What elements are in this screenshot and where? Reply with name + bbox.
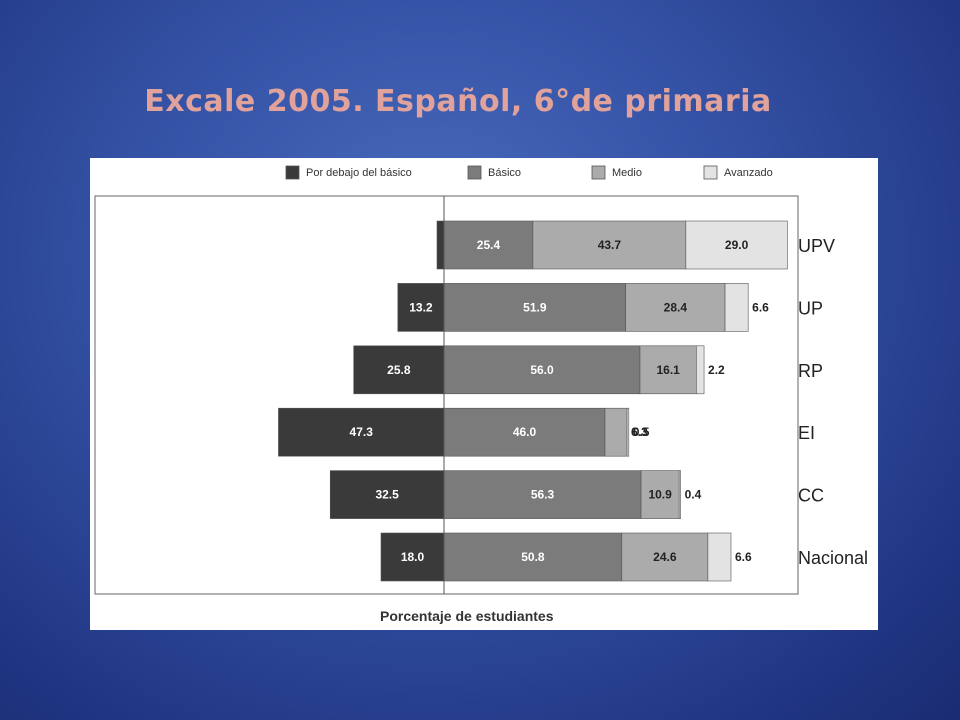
bar-por-debajo-del-basico-up [397,283,445,332]
bar-basico-upv [443,220,534,270]
bar-por-debajo-del-basico-upv [436,220,445,270]
value-label-por-debajo-del-basico-rp: 25.8 [387,363,411,377]
x-axis-title: Porcentaje de estudiantes [380,608,554,624]
value-label-por-debajo-del-basico-ei: 47.3 [350,425,374,439]
category-label-up: UP [798,298,823,318]
value-label-medio-nacional: 24.6 [653,550,677,564]
legend-label-avanzado: Avanzado [724,167,773,179]
bar-por-debajo-del-basico-nacional [380,532,445,582]
category-label-nacional: Nacional [798,548,868,568]
category-label-ei: EI [798,423,815,443]
legend-swatch-por-debajo-del-basico [285,165,300,180]
slide-title: Excale 2005. Español, 6°de primaria [144,84,772,119]
value-label-medio-ei: 6.3 [631,425,648,439]
value-label-avanzado-rp: 2.2 [708,363,725,377]
bar-medio-nacional [621,532,709,582]
value-label-medio-cc: 10.9 [648,488,672,502]
value-label-por-debajo-del-basico-nacional: 18.0 [401,550,425,564]
bar-avanzado-rp [696,345,705,395]
bar-basico-nacional [443,532,623,582]
legend-swatch-avanzado [703,165,718,180]
value-label-basico-cc: 56.3 [531,488,555,502]
bar-avanzado-cc [678,470,681,519]
bar-medio-up [625,283,726,332]
bar-medio-rp [639,345,697,395]
value-label-por-debajo-del-basico-cc: 32.5 [375,488,399,502]
category-label-cc: CC [798,486,824,506]
value-label-medio-up: 28.4 [664,300,688,314]
bar-por-debajo-del-basico-ei [278,407,445,457]
bar-avanzado-up [724,283,749,332]
chart-panel: Por debajo del básico Básico Medio Avanzado… [90,158,878,630]
bar-basico-ei [443,407,606,457]
legend-label-por-debajo-del-basico: Por debajo del básico [306,167,412,179]
legend: Por debajo del básico Básico Medio Avanzado [285,165,773,180]
bar-avanzado-ei [626,407,630,457]
bar-basico-cc [443,470,642,519]
value-label-basico-nacional: 50.8 [521,550,545,564]
bar-avanzado-nacional [707,532,732,582]
bar-por-debajo-del-basico-rp [353,345,445,395]
legend-label-basico: Básico [488,167,521,179]
legend-label-medio: Medio [612,167,642,179]
value-label-basico-upv: 25.4 [477,238,501,252]
value-label-avanzado-upv: 29.0 [725,238,749,252]
category-labels: UPV UP RP EI CC Nacional [798,236,868,568]
value-label-por-debajo-del-basico-upv: 2.0 [416,238,433,252]
value-label-avanzado-cc: 0.4 [685,488,702,502]
bar-medio-upv [532,220,687,270]
value-label-medio-upv: 43.7 [598,238,622,252]
value-label-avanzado-nacional: 6.6 [735,550,752,564]
legend-swatch-medio [591,165,606,180]
bars: 2.0 25.4 43.7 29.0 13.2 51.9 28.4 6.6 25.8 56.0 16… [278,220,788,582]
value-label-medio-rp: 16.1 [656,363,680,377]
bar-por-debajo-del-basico-cc [329,470,445,519]
category-label-upv: UPV [798,236,835,256]
bar-avanzado-upv [685,220,788,270]
bar-medio-cc [640,470,680,519]
value-label-basico-up: 51.9 [523,300,547,314]
category-label-rp: RP [798,361,823,381]
value-label-basico-ei: 46.0 [513,425,537,439]
bar-medio-ei [604,407,628,457]
value-label-avanzado-up: 6.6 [752,300,769,314]
bar-basico-rp [443,345,641,395]
stacked-bar-chart: Por debajo del básico Básico Medio Avanzado… [94,165,868,624]
value-label-basico-rp: 56.0 [530,363,554,377]
legend-swatch-basico [467,165,482,180]
plot-frame [94,195,799,595]
value-label-por-debajo-del-basico-up: 13.2 [409,300,433,314]
value-label-avanzado-ei: 0.5 [633,425,650,439]
